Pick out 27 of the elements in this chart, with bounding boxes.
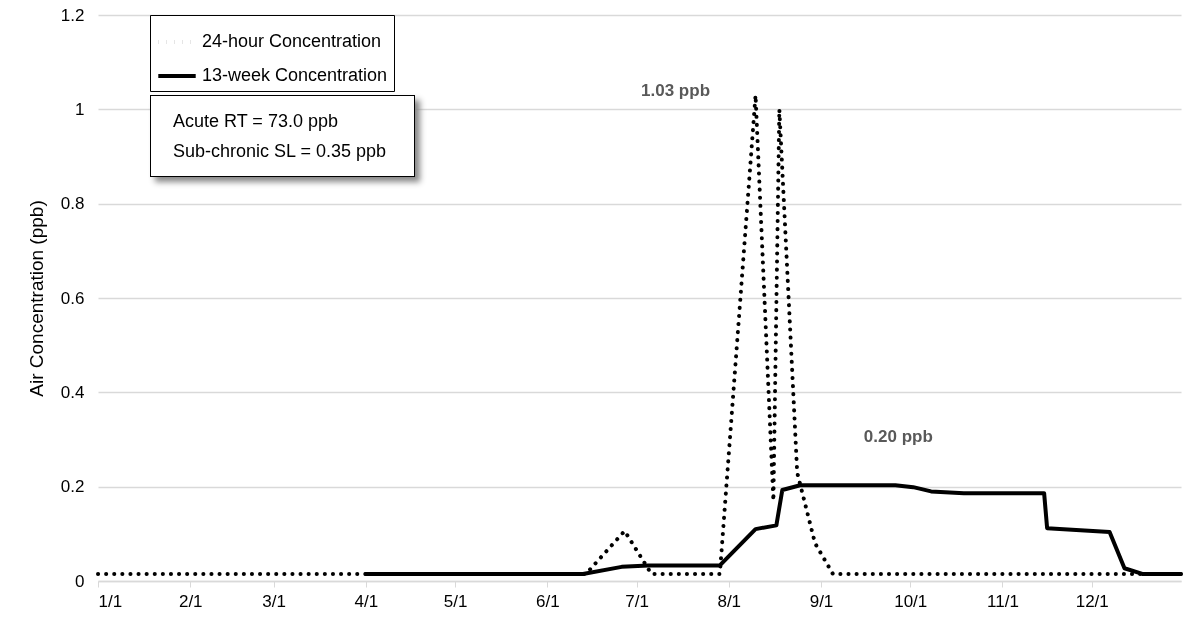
y-axis-title: Air Concentration (ppb) [25, 200, 47, 397]
x-tick-label: 11/1 [987, 591, 1019, 611]
x-tick-label: 1/1 [98, 591, 123, 611]
note-box: Acute RT = 73.0 ppb Sub-chronic SL = 0.35 ppb [150, 95, 415, 177]
x-tick-label: 7/1 [625, 591, 649, 611]
y-tick-label: 0 [75, 571, 85, 591]
y-tick-label: 0.2 [60, 477, 85, 497]
x-tick-label: 5/1 [443, 591, 468, 611]
x-tick-label: 3/1 [262, 591, 286, 611]
annotation: Sub-chronic SL = 0.35 ppb [173, 140, 386, 163]
x-tick-label: 12/1 [1075, 591, 1109, 611]
y-tick-label: 1 [75, 99, 85, 119]
y-tick-label: 0.8 [60, 194, 85, 214]
x-tick-label: 9/1 [809, 591, 834, 611]
y-tick-label: 0.6 [60, 288, 85, 308]
y-tick-label: 1.2 [60, 5, 85, 25]
x-tick-label: 6/1 [535, 591, 560, 611]
x-tick-label: 8/1 [717, 591, 742, 611]
x-tick-label: 10/1 [894, 591, 928, 611]
x-tick-label: 2/1 [178, 591, 203, 611]
annotation: Acute RT = 73.0 ppb [173, 110, 339, 133]
legend-label: 13-week Concentration [202, 65, 388, 85]
y-tick-label: 0.4 [60, 382, 85, 402]
annotation: 1.03 ppb [641, 81, 711, 101]
legend-label: 24-hour Concentration [202, 31, 382, 51]
x-tick-label: 4/1 [354, 591, 379, 611]
annotation: 0.20 ppb [863, 426, 933, 446]
